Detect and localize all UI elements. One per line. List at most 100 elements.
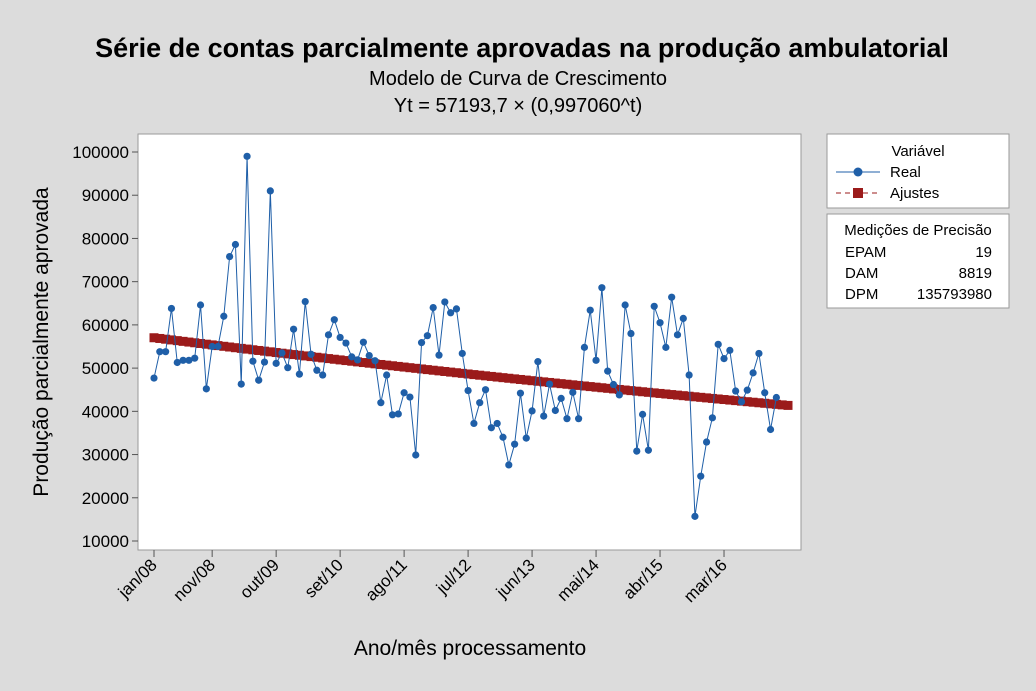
real-point — [429, 304, 437, 312]
fit-point — [603, 383, 613, 393]
x-tick-label: abr/15 — [619, 555, 667, 603]
fit-point — [446, 367, 456, 377]
fit-point — [440, 366, 450, 376]
real-point — [638, 410, 647, 418]
x-tick-label: mai/14 — [553, 555, 603, 605]
legend-real-marker — [853, 167, 863, 177]
fit-point — [632, 386, 642, 396]
real-point — [633, 447, 641, 455]
fit-point — [585, 382, 595, 392]
real-point — [307, 350, 315, 358]
legend-title: Variável — [891, 143, 944, 160]
real-point — [772, 393, 780, 402]
real-point — [749, 369, 757, 377]
real-point — [348, 353, 356, 361]
y-axis-label: Produção parcialmente aprovada — [30, 187, 53, 497]
fit-point — [702, 393, 712, 403]
fit-point — [597, 383, 607, 393]
real-series — [150, 152, 780, 520]
fit-point — [230, 343, 240, 353]
real-point — [243, 152, 251, 160]
x-tick-label: set/10 — [301, 555, 347, 601]
real-point — [493, 419, 501, 428]
fit-point — [161, 334, 171, 344]
real-point — [726, 346, 734, 354]
real-point — [685, 371, 693, 379]
y-tick-label: 30000 — [82, 446, 129, 465]
fit-point — [609, 384, 619, 394]
real-point — [650, 302, 658, 310]
fit-point — [492, 372, 502, 382]
fit-point — [643, 387, 653, 397]
x-axis-label: Ano/mês processamento — [354, 637, 586, 660]
y-tick-label: 80000 — [82, 229, 129, 248]
fit-point — [300, 351, 310, 361]
fit-point — [696, 392, 706, 402]
real-point — [324, 331, 333, 339]
real-point — [545, 380, 554, 388]
fit-point — [556, 379, 566, 389]
fit-point — [463, 369, 473, 379]
fit-point — [399, 362, 409, 372]
real-point — [644, 446, 653, 454]
fit-point — [719, 395, 729, 405]
fit-point — [178, 336, 188, 346]
real-point — [383, 371, 391, 379]
x-tick-label: jan/08 — [114, 555, 161, 602]
real-point — [289, 325, 298, 333]
fit-point — [475, 370, 485, 380]
legend-real-label: Real — [890, 164, 921, 181]
real-point — [412, 451, 420, 459]
real-point — [214, 342, 222, 351]
fit-point — [166, 335, 176, 345]
fit-point — [451, 368, 461, 378]
fit-point — [242, 344, 252, 354]
fit-point — [533, 376, 543, 386]
real-point — [260, 358, 269, 366]
fit-point — [358, 358, 368, 368]
real-point — [255, 376, 263, 384]
real-point — [737, 398, 746, 406]
fit-point — [335, 355, 345, 365]
real-point — [458, 349, 466, 358]
fit-point — [364, 358, 374, 368]
real-point — [476, 399, 484, 407]
real-point — [319, 371, 327, 379]
chart-equation: Yt = 57193,7 × (0,997060^t) — [394, 95, 642, 117]
fit-point — [655, 388, 665, 398]
real-point — [470, 419, 478, 428]
chart-subtitle: Modelo de Curva de Crescimento — [369, 68, 667, 90]
fit-point — [219, 341, 229, 351]
real-point — [167, 304, 176, 313]
fit-point — [766, 399, 776, 409]
legend: Variável Real Ajustes — [826, 133, 1010, 209]
fit-point — [434, 366, 444, 376]
fit-point — [638, 387, 648, 397]
x-tick-label: jun/13 — [492, 555, 539, 602]
accuracy-value-dam: 8819 — [959, 265, 992, 282]
fit-point — [510, 374, 520, 384]
x-tick-label: nov/08 — [169, 555, 219, 605]
fit-point — [457, 368, 467, 378]
accuracy-frame — [826, 213, 1010, 309]
fit-point — [568, 380, 578, 390]
real-point — [447, 309, 455, 317]
real-point — [417, 339, 426, 347]
real-point — [266, 187, 274, 195]
fit-point — [417, 364, 427, 374]
accuracy-value-epam: 19 — [975, 244, 992, 261]
real-point — [592, 356, 600, 364]
real-point — [330, 316, 338, 324]
fit-point — [486, 371, 496, 381]
fit-point — [591, 382, 601, 392]
fit-point — [201, 339, 211, 349]
fit-point — [481, 371, 491, 381]
real-point — [516, 389, 525, 397]
real-point — [755, 349, 763, 358]
fit-point — [742, 397, 752, 407]
y-tick-label: 10000 — [82, 532, 129, 551]
fit-point — [579, 381, 589, 391]
real-point — [528, 407, 536, 415]
fit-point — [294, 350, 304, 360]
fit-point — [498, 373, 508, 383]
